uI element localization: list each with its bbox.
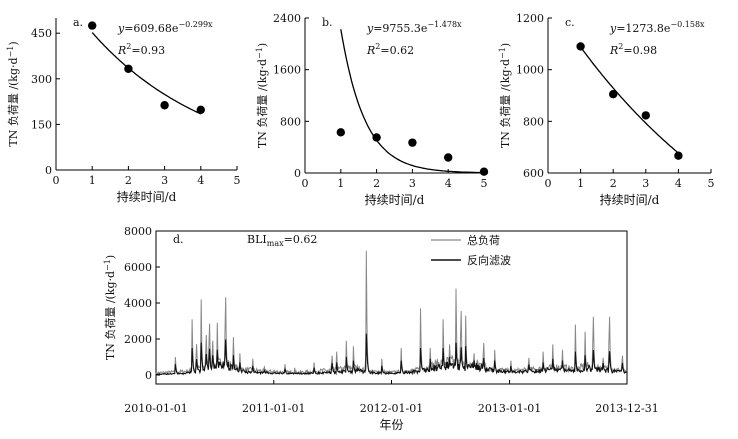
y-tick-label: 600 — [523, 167, 544, 180]
fit-curve — [580, 46, 679, 154]
y-tick-label: 2000 — [124, 333, 152, 346]
y-tick-label: 4000 — [124, 297, 152, 310]
y-tick-label: 450 — [31, 27, 52, 40]
x-tick-label: 0 — [545, 177, 552, 190]
data-point — [444, 153, 453, 162]
panel-label: c. — [565, 16, 575, 29]
data-point — [576, 42, 585, 51]
data-point — [372, 133, 381, 142]
fit-equation: y=9755.3e−1.478x — [366, 20, 462, 35]
data-point — [674, 151, 683, 160]
x-tick-label: 1 — [577, 177, 584, 190]
x-tick-label: 2013-12-31 — [595, 402, 658, 415]
data-point — [124, 64, 133, 73]
y-tick-label: 1600 — [273, 64, 301, 77]
fit-curve — [91, 32, 202, 115]
y-axis-label: TN 负荷量 /(kg·d−1) — [498, 43, 512, 148]
y-tick-label: 300 — [31, 73, 52, 86]
y-tick-label: 800 — [523, 115, 544, 128]
y-tick-label: 800 — [280, 115, 301, 128]
y-tick-label: 0 — [45, 164, 52, 177]
data-point — [336, 128, 345, 137]
fit-equation: y=1273.8e−0.158x — [609, 20, 705, 35]
x-tick-label: 1 — [89, 174, 96, 187]
data-point — [160, 101, 169, 110]
y-tick-label: 0 — [145, 369, 152, 382]
x-tick-label: 2 — [610, 177, 617, 190]
fit-equation: y=609.68e−0.299x — [117, 20, 213, 35]
r-squared: R2=0.62 — [366, 42, 414, 57]
y-tick-label: 1000 — [516, 64, 544, 77]
y-tick-label: 1200 — [516, 12, 544, 25]
x-axis-label: 持续时间/d — [600, 192, 660, 207]
r-squared: R2=0.93 — [117, 42, 165, 57]
panel-label: d. — [173, 233, 184, 246]
data-point — [196, 105, 205, 115]
data-point — [88, 21, 97, 30]
x-axis-label: 持续时间/d — [117, 189, 177, 204]
panel-c: 0 1 2 3 4 5 600 800 1000 1200 持续时间/d TN 负荷量 /(kg·d−… — [498, 12, 715, 207]
x-tick-label: 2 — [373, 177, 380, 190]
data-point — [609, 90, 618, 99]
legend-label: 反向滤波 — [467, 253, 511, 267]
x-tick-label: 4 — [197, 174, 204, 187]
x-tick-label: 2012-01-01 — [360, 402, 423, 415]
x-tick-label: 4 — [445, 177, 452, 190]
x-tick-label: 5 — [481, 177, 488, 190]
series-line-filter — [155, 333, 628, 376]
x-tick-label: 4 — [675, 177, 682, 190]
y-axis-label: TN 负荷量 /(kg·d−1) — [103, 255, 117, 360]
panel-label: b. — [322, 16, 333, 29]
y-axis-label: TN 负荷量 /(kg·d−1) — [255, 43, 269, 148]
x-tick-label: 2011-01-01 — [242, 402, 305, 415]
data-point — [479, 167, 489, 176]
x-tick-label: 5 — [234, 174, 241, 187]
panel-label: a. — [73, 16, 83, 29]
r-squared: R2=0.98 — [609, 42, 657, 57]
data-point — [641, 111, 650, 120]
x-tick-label: 2010-01-01 — [124, 402, 187, 415]
x-tick-label: 1 — [337, 177, 344, 190]
x-tick-label: 0 — [302, 177, 309, 190]
fit-curve — [340, 29, 484, 174]
x-tick-label: 3 — [161, 174, 168, 187]
y-tick-label: 0 — [294, 167, 301, 180]
x-axis-label: 持续时间/d — [365, 192, 425, 207]
x-tick-label: 3 — [642, 177, 649, 190]
y-tick-label: 2400 — [273, 12, 301, 25]
data-point — [408, 138, 417, 147]
x-tick-label: 3 — [409, 177, 416, 190]
x-tick-label: 0 — [53, 174, 60, 187]
x-tick-label: 2 — [125, 174, 132, 187]
panel-b: 0 1 2 3 4 5 0 800 1600 2400 持续时间/d TN 负荷量 /(kg·d−1)… — [255, 12, 489, 207]
x-axis-label: 年份 — [379, 418, 403, 432]
panel-d: 0 2000 4000 6000 8000 2010-01-01 2011-01-01 201… — [103, 225, 659, 432]
y-axis-label: TN 负荷量 /(kg·d−1) — [6, 41, 20, 146]
x-tick-label: 5 — [708, 177, 715, 190]
bli-annotation: BLImax=0.62 — [247, 233, 317, 248]
x-tick-label: 2013-01-01 — [478, 402, 541, 415]
y-tick-label: 8000 — [124, 225, 152, 238]
legend-label: 总负荷 — [467, 233, 500, 247]
y-tick-label: 150 — [31, 118, 52, 131]
y-tick-label: 6000 — [124, 261, 152, 274]
